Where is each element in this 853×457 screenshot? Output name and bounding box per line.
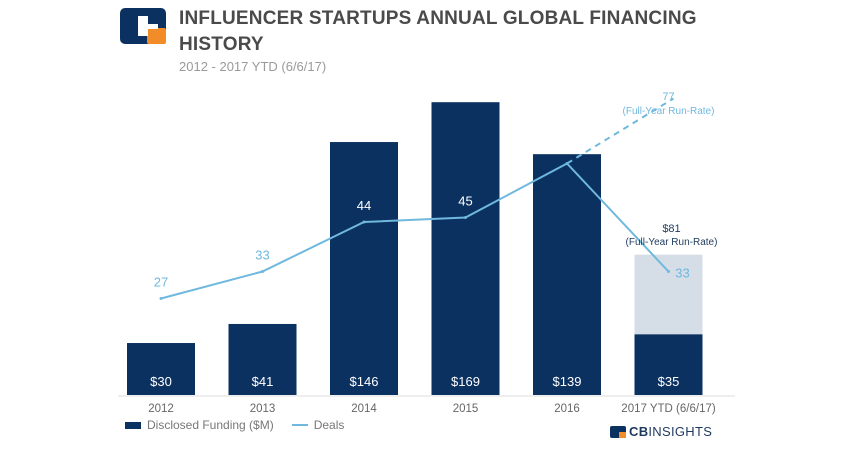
brand-name-bold: CB: [629, 424, 649, 439]
legend-label-deals: Deals: [313, 418, 345, 432]
deals-point: [159, 297, 163, 300]
cb-insights-logo-icon: [120, 8, 166, 44]
deals-value-label: 33: [255, 248, 269, 263]
legend-swatch-funding: [125, 421, 141, 429]
deals-projection-line: [566, 97, 675, 165]
legend-label-funding: Disclosed Funding ($M): [147, 418, 274, 432]
deals-point: [667, 270, 670, 273]
legend-swatch-deals: [291, 424, 308, 426]
cb-insights-brand: CB INSIGHTS: [610, 424, 712, 439]
chart-legend: Disclosed Funding ($M) Deals: [125, 418, 344, 432]
funding-bar: [634, 334, 703, 395]
x-tick-label: 2015: [453, 403, 479, 415]
funding-bar: [127, 343, 195, 395]
funding-value-label: $41: [252, 374, 274, 389]
deals-point: [464, 216, 467, 219]
deals-line: [160, 162, 670, 300]
x-tick-label: 2013: [250, 403, 276, 415]
deals-point: [261, 270, 264, 273]
funding-value-label: $139: [553, 374, 582, 389]
funding-bar: [330, 142, 398, 395]
x-tick-label: 2012: [148, 403, 174, 415]
deals-run-rate-note: (Full-Year Run-Rate): [623, 106, 715, 117]
funding-bar: [533, 154, 601, 395]
deals-run-rate-value: 77: [662, 91, 674, 103]
deals-value-label: 45: [458, 194, 472, 209]
deals-value-label: 27: [154, 275, 168, 290]
deals-value-label: 44: [357, 198, 371, 213]
funding-run-rate-value: $81: [662, 223, 680, 235]
deals-value-label: 33: [675, 266, 689, 281]
funding-value-label: $169: [451, 374, 480, 389]
funding-value-label: $30: [150, 374, 172, 389]
brand-name-rest: INSIGHTS: [648, 424, 713, 439]
deals-point: [362, 220, 366, 224]
chart-title: INFLUENCER STARTUPS ANNUAL GLOBAL FINANC…: [179, 8, 697, 55]
x-tick-label: 2016: [554, 403, 580, 415]
cb-insights-mini-icon: [610, 425, 626, 438]
deals-value-label: 57: [557, 140, 571, 155]
funding-bar: [431, 102, 500, 395]
x-tick-label: 2017 YTD (6/6/17): [621, 403, 716, 415]
funding-bar: [228, 323, 297, 395]
funding-value-label: $146: [350, 374, 379, 389]
funding-value-label: $35: [658, 374, 680, 389]
x-tick-label: 2014: [351, 403, 377, 415]
chart-subtitle: 2012 - 2017 YTD (6/6/17): [179, 59, 327, 74]
funding-run-rate-note: (Full-Year Run-Rate): [626, 237, 718, 248]
